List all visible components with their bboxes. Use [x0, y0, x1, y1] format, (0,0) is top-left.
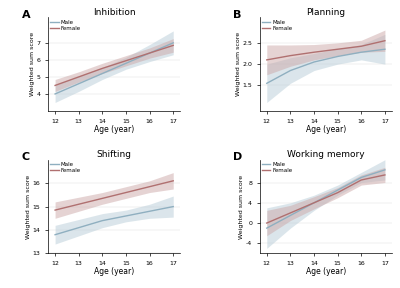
Male: [76, 226, 81, 230]
Female: [100, 67, 105, 70]
X-axis label: Age (year): Age (year): [306, 125, 346, 134]
Y-axis label: Weighted sum score: Weighted sum score: [240, 175, 244, 239]
Female: [171, 179, 176, 183]
Male: [288, 214, 293, 217]
Text: A: A: [22, 10, 30, 20]
Legend: Male, Female: Male, Female: [50, 19, 82, 31]
Legend: Male, Female: Male, Female: [50, 161, 82, 174]
X-axis label: Age (year): Age (year): [94, 125, 134, 134]
Male: [100, 72, 105, 75]
Female: [147, 51, 152, 55]
Title: Planning: Planning: [306, 7, 346, 16]
Female: [53, 209, 58, 212]
Male: [100, 219, 105, 222]
Male: [53, 92, 58, 96]
Male: [312, 201, 316, 204]
Male: [124, 62, 128, 65]
Male: [335, 188, 340, 192]
Female: [264, 58, 269, 62]
Female: [100, 197, 105, 200]
Female: [359, 45, 364, 48]
Male: [124, 214, 128, 218]
Legend: Male, Female: Male, Female: [261, 161, 293, 174]
Line: Female: Female: [267, 41, 385, 60]
Line: Male: Male: [267, 49, 385, 83]
Female: [335, 191, 340, 194]
Male: [53, 233, 58, 236]
Female: [288, 211, 293, 215]
Female: [171, 44, 176, 47]
Male: [171, 205, 176, 208]
Line: Male: Male: [55, 206, 173, 235]
Female: [382, 39, 387, 42]
Female: [382, 173, 387, 177]
Male: [382, 48, 387, 51]
Female: [124, 191, 128, 194]
Female: [264, 221, 269, 225]
Male: [76, 82, 81, 86]
X-axis label: Age (year): Age (year): [94, 268, 134, 276]
Title: Working memory: Working memory: [287, 150, 365, 159]
Female: [359, 178, 364, 182]
Male: [147, 51, 152, 55]
Male: [359, 50, 364, 54]
Female: [312, 201, 316, 204]
Male: [147, 210, 152, 213]
Text: B: B: [233, 10, 242, 20]
Text: D: D: [233, 152, 242, 162]
Male: [382, 168, 387, 172]
Female: [76, 202, 81, 206]
Male: [312, 60, 316, 64]
Y-axis label: Weighted sum score: Weighted sum score: [236, 32, 241, 96]
Female: [288, 54, 293, 57]
Line: Female: Female: [267, 175, 385, 223]
Line: Male: Male: [55, 43, 173, 94]
Male: [288, 69, 293, 72]
Female: [53, 84, 58, 87]
Female: [124, 59, 128, 62]
Text: C: C: [22, 152, 30, 162]
Line: Female: Female: [55, 46, 173, 86]
Male: [264, 82, 269, 85]
Title: Inhibition: Inhibition: [93, 7, 136, 16]
Female: [76, 75, 81, 79]
Male: [359, 176, 364, 179]
Title: Shifting: Shifting: [97, 150, 132, 159]
X-axis label: Age (year): Age (year): [306, 268, 346, 276]
Female: [147, 185, 152, 188]
Male: [335, 55, 340, 58]
Line: Male: Male: [267, 170, 385, 228]
Line: Female: Female: [55, 181, 173, 210]
Male: [171, 41, 176, 45]
Y-axis label: Weighted sum score: Weighted sum score: [30, 32, 35, 96]
Female: [335, 48, 340, 51]
Female: [312, 50, 316, 54]
Legend: Male, Female: Male, Female: [261, 19, 293, 31]
Male: [264, 226, 269, 230]
Y-axis label: Weighted sum score: Weighted sum score: [26, 175, 31, 239]
